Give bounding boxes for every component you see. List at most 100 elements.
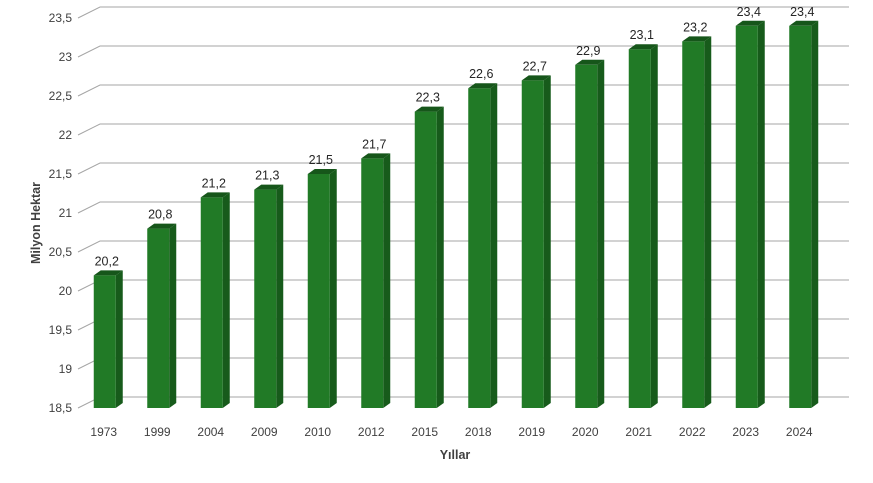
bar-top xyxy=(468,83,498,89)
x-tick-label: 2009 xyxy=(251,425,278,439)
bar-top xyxy=(789,20,819,26)
bar-front xyxy=(575,64,598,409)
gridline xyxy=(77,6,849,19)
bar-side xyxy=(276,184,284,408)
bar-side xyxy=(597,59,605,409)
bar-side xyxy=(436,106,444,408)
bar-front xyxy=(735,25,758,409)
data-label: 22,3 xyxy=(416,91,440,105)
gridline xyxy=(77,357,849,370)
y-tick-label: 19 xyxy=(59,362,73,376)
x-tick-label: 2023 xyxy=(732,425,759,439)
y-tick-label: 20,5 xyxy=(49,245,73,259)
bar-top xyxy=(361,153,391,159)
data-label: 22,7 xyxy=(523,59,547,73)
bar-front xyxy=(254,189,277,408)
y-tick-label: 23,5 xyxy=(49,11,73,25)
data-label: 21,2 xyxy=(202,176,226,190)
data-label: 20,8 xyxy=(148,208,172,222)
data-label: 23,1 xyxy=(630,28,654,42)
x-tick-label: 1973 xyxy=(90,425,117,439)
bar xyxy=(521,75,551,409)
y-tick-label: 19,5 xyxy=(49,323,73,337)
bar-front xyxy=(789,25,812,409)
gridline xyxy=(77,45,849,58)
bar-top xyxy=(735,20,765,26)
bar-front xyxy=(361,158,384,408)
x-tick-label: 2021 xyxy=(625,425,652,439)
data-label: 21,3 xyxy=(255,169,279,183)
bar-side xyxy=(757,20,765,409)
gridline xyxy=(77,84,849,97)
x-tick-label: 2004 xyxy=(197,425,224,439)
bar-side xyxy=(811,20,819,409)
y-axis-ticks: 18,5 19 19,5 20 20,5 21 21,5 22 22,5 23 23,5 xyxy=(49,11,73,415)
x-axis-ticks: 1973 1999 2004 2009 2010 2012 2015 2018 2019 2020… xyxy=(90,425,813,439)
data-label: 23,4 xyxy=(737,5,761,19)
bar xyxy=(147,223,177,408)
bar-side xyxy=(543,75,551,409)
x-axis-title: Yıllar xyxy=(440,448,471,462)
bar xyxy=(254,184,284,408)
bar xyxy=(468,83,498,408)
y-tick-label: 18,5 xyxy=(49,401,73,415)
y-tick-label: 21 xyxy=(59,206,73,220)
bar-front xyxy=(147,228,170,408)
x-tick-label: 2019 xyxy=(518,425,545,439)
gridline xyxy=(77,162,849,175)
data-label: 20,2 xyxy=(95,254,119,268)
data-label: 22,6 xyxy=(469,67,493,81)
y-tick-label: 20 xyxy=(59,284,73,298)
bar-front xyxy=(200,197,223,408)
data-label: 23,4 xyxy=(790,5,814,19)
gridline xyxy=(77,123,849,136)
x-tick-label: 2024 xyxy=(786,425,813,439)
bar-front xyxy=(414,111,437,408)
bar xyxy=(575,59,605,409)
bar xyxy=(789,20,819,409)
bar-top xyxy=(682,36,712,42)
bar-front xyxy=(628,49,651,408)
x-tick-label: 2012 xyxy=(358,425,385,439)
bar-front xyxy=(521,80,544,409)
data-label: 23,2 xyxy=(683,20,707,34)
bar xyxy=(200,192,230,408)
x-tick-label: 1999 xyxy=(144,425,171,439)
bar-side xyxy=(650,44,658,408)
bar-top xyxy=(254,184,284,190)
bar xyxy=(628,44,658,408)
bar-top xyxy=(628,44,658,50)
data-label: 22,9 xyxy=(576,44,600,58)
gridline xyxy=(77,279,849,292)
gridline xyxy=(77,396,849,409)
y-tick-label: 23 xyxy=(59,50,73,64)
bar xyxy=(93,270,123,408)
bar-front xyxy=(682,41,705,409)
bar-top xyxy=(307,169,337,174)
bar xyxy=(682,36,712,409)
gridline xyxy=(77,201,849,214)
gridline xyxy=(77,240,849,253)
bar-side xyxy=(383,153,391,408)
bar-top xyxy=(147,223,177,229)
data-labels: 20,2 20,8 21,2 21,3 21,5 21,7 22,3 22,6 22,7 22,9… xyxy=(95,5,815,269)
bar-top xyxy=(575,59,605,65)
x-tick-label: 2010 xyxy=(304,425,331,439)
bar-top xyxy=(521,75,551,81)
bars xyxy=(93,20,819,409)
bar-top xyxy=(93,270,123,276)
gridline xyxy=(77,318,849,331)
bar xyxy=(414,106,444,408)
bar xyxy=(307,169,337,408)
bar-front xyxy=(307,174,330,408)
bar-side xyxy=(704,36,712,409)
bar-side xyxy=(115,270,123,408)
bar-side xyxy=(329,169,337,408)
y-tick-label: 22,5 xyxy=(49,89,73,103)
x-tick-label: 2020 xyxy=(572,425,599,439)
y-tick-label: 21,5 xyxy=(49,167,73,181)
bar xyxy=(735,20,765,409)
x-tick-label: 2015 xyxy=(411,425,438,439)
y-axis-title: Milyon Hektar xyxy=(29,182,43,264)
